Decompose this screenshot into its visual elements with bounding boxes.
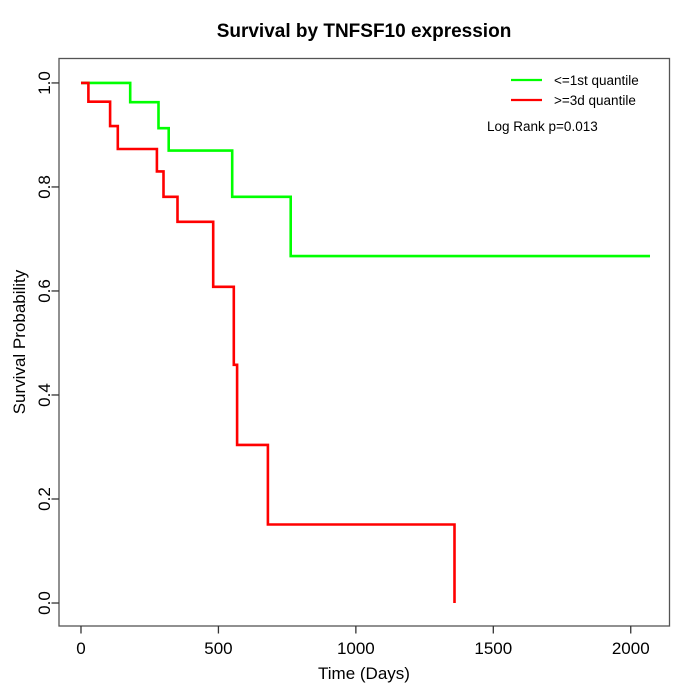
y-tick-label: 0.8 (35, 175, 54, 199)
x-tick-label: 1500 (474, 639, 512, 658)
x-axis-title: Time (Days) (318, 664, 410, 683)
y-tick-label: 0.6 (35, 279, 54, 303)
x-tick-label: 500 (204, 639, 232, 658)
y-tick-label: 0.0 (35, 591, 54, 615)
survival-curve-first-quantile (81, 81, 650, 258)
y-axis: 0.0 0.2 0.4 0.6 0.8 1.0 (35, 71, 59, 615)
survival-curves (81, 81, 650, 603)
legend-label-first-quantile: <=1st quantile (554, 73, 639, 88)
chart-title: Survival by TNFSF10 expression (217, 21, 512, 42)
survival-curve-third-quantile (81, 81, 456, 603)
log-rank-pvalue: Log Rank p=0.013 (487, 119, 598, 134)
x-tick-label: 0 (76, 639, 85, 658)
plot-border (58, 57, 671, 627)
legend: <=1st quantile >=3d quantile Log Rank p=… (487, 73, 639, 134)
legend-label-third-quantile: >=3d quantile (554, 93, 636, 108)
x-axis: 0 500 1000 1500 2000 (76, 626, 650, 658)
y-tick-label: 0.2 (35, 487, 54, 511)
y-tick-label: 0.4 (35, 383, 54, 407)
x-tick-label: 1000 (337, 639, 375, 658)
y-axis-title: Survival Probability (10, 269, 29, 414)
y-tick-label: 1.0 (35, 71, 54, 95)
x-tick-label: 2000 (612, 639, 650, 658)
